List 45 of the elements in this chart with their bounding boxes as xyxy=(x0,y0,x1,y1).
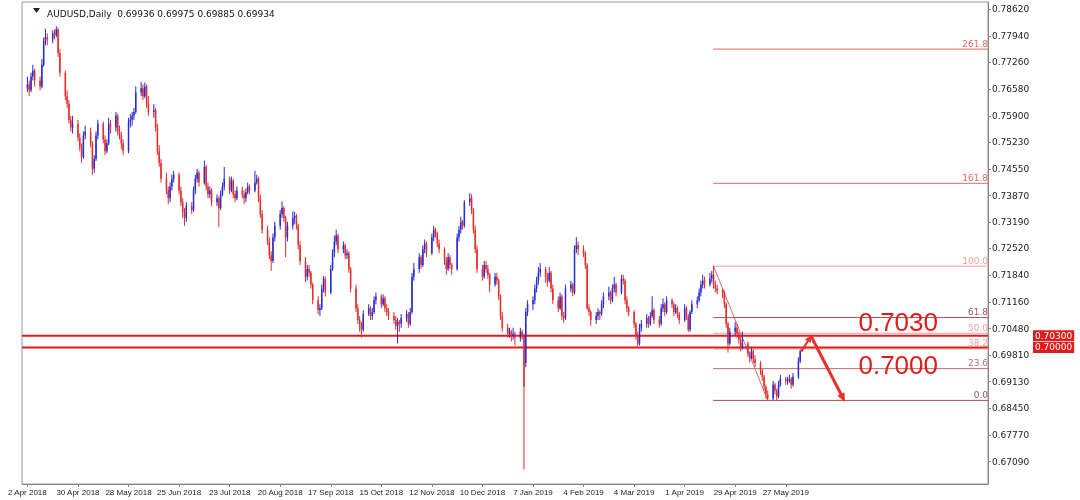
x-tick-label: 4 Mar 2019 xyxy=(613,487,655,497)
y-tick-label: 0.71160 xyxy=(992,296,1030,307)
y-tick-label: 0.67090 xyxy=(992,456,1030,467)
y-tick-label: 0.69810 xyxy=(992,349,1030,360)
x-tick-label: 25 Jun 2018 xyxy=(157,487,202,497)
x-tick-label: 17 Sep 2018 xyxy=(308,487,354,497)
x-tick-label: 4 Feb 2019 xyxy=(563,487,605,497)
y-tick-label: 0.68450 xyxy=(992,403,1030,414)
x-tick-label: 1 Apr 2019 xyxy=(665,487,705,497)
y-tick-label: 0.70480 xyxy=(992,323,1030,334)
x-tick-label: 23 Jul 2018 xyxy=(208,487,251,497)
text: AUDUSD,Daily 0.69936 0.69975 0.69885 0.69934 xyxy=(47,8,275,19)
text: 0.70300 xyxy=(1035,330,1073,341)
series-label: 100.0 xyxy=(962,255,989,266)
y-tick-label: 0.73870 xyxy=(992,190,1030,201)
y-tick-label: 0.77260 xyxy=(992,57,1030,68)
series-label: 261.8 xyxy=(962,38,989,49)
x-tick-label: 15 Oct 2018 xyxy=(359,487,404,497)
y-tick-label: 0.78620 xyxy=(992,4,1030,15)
series-label: 38.2 xyxy=(967,338,988,349)
y-tick-label: 0.75900 xyxy=(992,110,1030,121)
series-label: 23.6 xyxy=(967,358,989,369)
series-label: 0.0 xyxy=(973,389,989,400)
x-tick-label: 12 Nov 2018 xyxy=(409,487,456,497)
series-label: 161.8 xyxy=(962,172,989,183)
text: 0.70000 xyxy=(1035,342,1073,353)
x-tick-label: 10 Dec 2018 xyxy=(459,487,506,497)
y-tick-label: 0.77940 xyxy=(992,30,1030,41)
y-tick-label: 0.75230 xyxy=(992,137,1030,148)
x-tick-label: 2 Apr 2018 xyxy=(8,487,48,497)
x-tick-label: 29 Apr 2019 xyxy=(713,487,758,497)
y-tick-label: 0.71840 xyxy=(992,270,1030,281)
y-tick-label: 0.67770 xyxy=(992,429,1030,440)
y-tick-label: 0.72520 xyxy=(992,243,1030,254)
x-tick-label: 7 Jan 2019 xyxy=(513,487,554,497)
x-tick-label: 30 Apr 2018 xyxy=(56,487,101,497)
x-tick-label: 20 Aug 2018 xyxy=(257,487,304,497)
x-tick-label: 27 May 2019 xyxy=(762,487,810,497)
series-label: 61.8 xyxy=(967,307,989,318)
y-tick-label: 0.69130 xyxy=(992,376,1030,387)
y-tick-label: 0.76580 xyxy=(992,84,1030,95)
y-tick-label: 0.74550 xyxy=(992,163,1030,174)
series-label: 50.0 xyxy=(967,322,989,333)
y-tick-label: 0.73190 xyxy=(992,217,1030,228)
x-tick-label: 28 May 2018 xyxy=(105,487,153,497)
